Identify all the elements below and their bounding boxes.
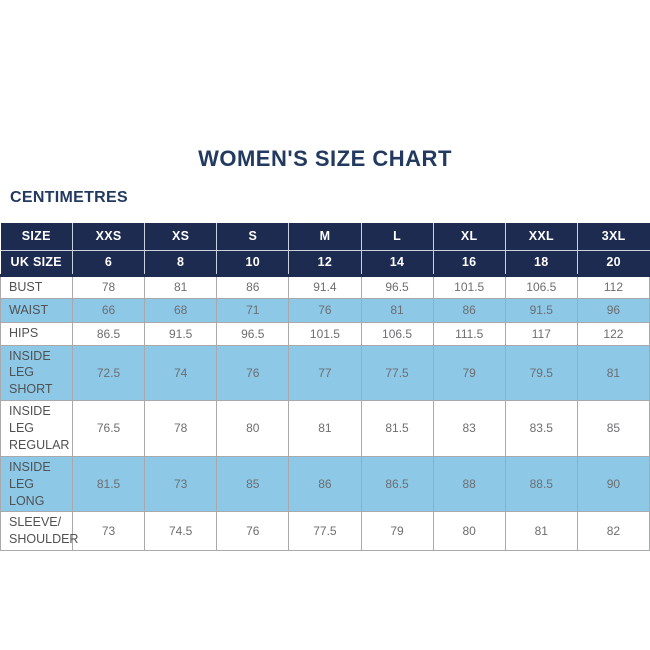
measurement-value: 85 [576, 400, 650, 457]
measurement-value: 88 [432, 455, 506, 513]
measurement-value: 111.5 [432, 321, 506, 346]
measurement-value: 91.5 [144, 321, 218, 346]
measurement-value: 86 [432, 297, 506, 323]
measurement-value: 77.5 [288, 511, 362, 552]
size-header-row: SIZE XXS XS S M L XL XXL 3XL [0, 223, 650, 251]
col-header-xs: XS [144, 223, 217, 251]
measurement-value: 79 [432, 344, 506, 402]
measurement-value: 81.5 [71, 455, 146, 513]
measurement-value: 86 [216, 274, 290, 299]
measurement-value: 83 [432, 400, 506, 457]
measurement-value: 88.5 [504, 455, 578, 513]
uk-size-label: UK SIZE [0, 250, 73, 277]
col-header-l: L [360, 223, 434, 251]
measurement-value: 78 [144, 400, 218, 457]
col-header-s: S [216, 223, 289, 251]
table-row: INSIDE LEG REGULAR 76.5 78 80 81 81.5 83 83.5 85 [0, 400, 650, 457]
measurement-value: 86.5 [71, 321, 146, 346]
measurement-value: 66 [71, 297, 146, 323]
measurement-value: 77.5 [360, 344, 434, 402]
units-label: CENTIMETRES [10, 189, 128, 206]
row-label: INSIDE LEG SHORT [0, 344, 73, 402]
uk-size-value: 20 [576, 250, 650, 277]
measurement-value: 91.5 [504, 297, 578, 323]
table-row: WAIST 66 68 71 76 81 86 91.5 96 [0, 297, 650, 323]
measurement-value: 106.5 [360, 321, 434, 346]
row-label: INSIDE LEG REGULAR [0, 400, 73, 457]
measurement-value: 101.5 [432, 274, 506, 299]
measurement-value: 73 [71, 511, 146, 552]
measurement-value: 86 [288, 455, 362, 513]
col-header-m: M [288, 223, 361, 251]
measurement-value: 76 [288, 297, 362, 323]
row-label: HIPS [0, 321, 73, 346]
measurement-value: 81 [144, 274, 218, 299]
measurement-value: 82 [576, 511, 650, 552]
measurement-value: 79 [360, 511, 434, 552]
measurement-value: 91.4 [288, 274, 362, 299]
measurement-value: 81 [288, 400, 362, 457]
uk-size-row: UK SIZE 6 8 10 12 14 16 18 20 [0, 250, 650, 277]
uk-size-value: 14 [360, 250, 434, 277]
row-label: SLEEVE/ SHOULDER [0, 511, 78, 552]
measurement-value: 101.5 [288, 321, 362, 346]
measurement-value: 81 [576, 344, 650, 402]
table-row: INSIDE LEG LONG 81.5 73 85 86 86.5 88 88.5 90 [0, 455, 650, 513]
measurement-value: 80 [216, 400, 290, 457]
size-chart-table: SIZE XXS XS S M L XL XXL 3XL UK SIZE 6 8 10 12 14 16 18… [0, 223, 650, 552]
table-row: SLEEVE/ SHOULDER 73 74.5 76 77.5 79 80 81 82 [0, 511, 650, 552]
measurement-value: 112 [576, 274, 650, 299]
measurement-value: 122 [576, 321, 650, 346]
table-row: HIPS 86.5 91.5 96.5 101.5 106.5 111.5 117 122 [0, 321, 650, 346]
measurement-value: 86.5 [360, 455, 434, 513]
measurement-value: 96.5 [360, 274, 434, 299]
measurement-value: 106.5 [504, 274, 578, 299]
measurement-value: 72.5 [71, 344, 146, 402]
uk-size-value: 8 [144, 250, 217, 277]
measurement-value: 80 [432, 511, 506, 552]
col-header-xl: XL [432, 223, 506, 251]
uk-size-value: 6 [71, 250, 145, 277]
measurement-value: 71 [216, 297, 290, 323]
table-header: SIZE XXS XS S M L XL XXL 3XL UK SIZE 6 8 10 12 14 16 18… [0, 223, 650, 277]
uk-size-value: 16 [432, 250, 506, 277]
measurement-value: 74.5 [144, 511, 218, 552]
measurement-value: 81 [504, 511, 578, 552]
measurement-value: 81 [360, 297, 434, 323]
measurement-value: 96 [576, 297, 650, 323]
measurement-value: 76.5 [71, 400, 146, 457]
measurement-value: 81.5 [360, 400, 434, 457]
col-header-xxs: XXS [71, 223, 145, 251]
col-header-3xl: 3XL [576, 223, 650, 251]
measurement-value: 117 [504, 321, 578, 346]
table-body: BUST 78 81 86 91.4 96.5 101.5 106.5 112 WAIST 66 68… [0, 274, 650, 552]
measurement-value: 68 [144, 297, 218, 323]
measurement-value: 85 [216, 455, 290, 513]
measurement-value: 76 [216, 511, 290, 552]
measurement-value: 78 [71, 274, 146, 299]
measurement-value: 77 [288, 344, 362, 402]
col-header-size-label: SIZE [0, 223, 73, 251]
row-label: BUST [0, 274, 73, 299]
row-label: INSIDE LEG LONG [0, 455, 73, 513]
measurement-value: 83.5 [504, 400, 578, 457]
uk-size-value: 18 [504, 250, 578, 277]
measurement-value: 96.5 [216, 321, 290, 346]
uk-size-value: 10 [216, 250, 289, 277]
table-row: BUST 78 81 86 91.4 96.5 101.5 106.5 112 [0, 274, 650, 299]
measurement-value: 79.5 [504, 344, 578, 402]
measurement-value: 90 [576, 455, 650, 513]
col-header-xxl: XXL [504, 223, 578, 251]
row-label: WAIST [0, 297, 73, 323]
page-title: WOMEN'S SIZE CHART [198, 146, 452, 171]
uk-size-value: 12 [288, 250, 361, 277]
measurement-value: 76 [216, 344, 290, 402]
measurement-value: 74 [144, 344, 218, 402]
measurement-value: 73 [144, 455, 218, 513]
table-row: INSIDE LEG SHORT 72.5 74 76 77 77.5 79 79.5 81 [0, 344, 650, 402]
